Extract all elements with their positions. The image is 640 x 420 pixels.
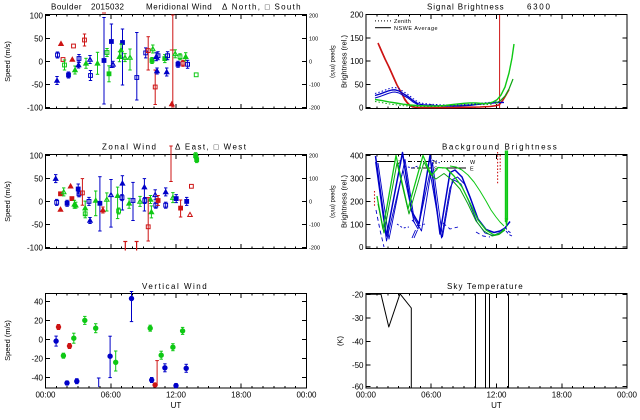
svg-text:100: 100: [350, 57, 364, 66]
svg-text:N: N: [433, 160, 437, 166]
svg-text:100: 100: [309, 177, 318, 183]
svg-text:Background Brightness: Background Brightness: [442, 143, 558, 152]
svg-text:Speed (m/s): Speed (m/s): [3, 41, 12, 82]
svg-text:Speed (m/s): Speed (m/s): [3, 320, 12, 361]
svg-text:-200: -200: [309, 106, 320, 112]
svg-text:-100: -100: [27, 104, 44, 113]
svg-text:18:00: 18:00: [231, 391, 252, 400]
svg-text:Speed (m/s): Speed (m/s): [329, 185, 335, 218]
svg-text:00:00: 00:00: [617, 391, 638, 400]
svg-text:50: 50: [34, 175, 43, 184]
svg-text:W: W: [470, 160, 476, 166]
svg-text:-20: -20: [352, 291, 364, 300]
svg-text:40: 40: [34, 298, 43, 307]
svg-text:0: 0: [309, 60, 312, 66]
svg-text:00:00: 00:00: [35, 391, 56, 400]
svg-text:0: 0: [39, 198, 44, 207]
svg-text:-60: -60: [352, 382, 364, 391]
svg-text:0: 0: [309, 200, 312, 206]
svg-text:Boulder: Boulder: [51, 3, 82, 12]
svg-text:0: 0: [359, 243, 364, 252]
svg-text:100: 100: [30, 12, 44, 21]
svg-text:20: 20: [34, 317, 43, 326]
svg-text:UT: UT: [171, 401, 182, 410]
svg-text:-100: -100: [309, 83, 320, 89]
svg-text:00:00: 00:00: [296, 391, 317, 400]
svg-text:E: E: [470, 167, 474, 173]
svg-text:150: 150: [350, 34, 364, 43]
svg-text:Signal Brightness: Signal Brightness: [427, 3, 505, 12]
svg-text:-100: -100: [309, 223, 320, 229]
svg-text:Δ North, □ South: Δ North, □ South: [222, 3, 302, 12]
svg-text:200: 200: [309, 14, 318, 20]
svg-text:100: 100: [30, 152, 44, 161]
svg-text:0: 0: [39, 58, 44, 67]
svg-text:18:00: 18:00: [552, 391, 573, 400]
svg-text:06:00: 06:00: [101, 391, 122, 400]
svg-text:-30: -30: [352, 314, 364, 323]
svg-text:Speed (m/s): Speed (m/s): [3, 181, 12, 222]
svg-text:-100: -100: [27, 244, 44, 253]
svg-text:UT: UT: [491, 401, 502, 410]
svg-text:Δ East, □ West: Δ East, □ West: [175, 143, 247, 152]
svg-text:100: 100: [309, 37, 318, 43]
svg-text:50: 50: [34, 35, 43, 44]
svg-text:200: 200: [350, 11, 364, 20]
svg-text:NSWE Average: NSWE Average: [394, 26, 438, 32]
svg-text:-20: -20: [31, 355, 43, 364]
svg-text:50: 50: [355, 80, 364, 89]
svg-text:200: 200: [350, 198, 364, 207]
svg-text:-50: -50: [31, 221, 43, 230]
svg-text:Zenith: Zenith: [394, 19, 411, 25]
svg-text:-200: -200: [309, 246, 320, 252]
svg-text:-50: -50: [352, 361, 364, 370]
svg-text:Zonal Wind: Zonal Wind: [102, 143, 157, 152]
svg-text:00:00: 00:00: [356, 391, 377, 400]
svg-text:100: 100: [350, 221, 364, 230]
svg-text:6300: 6300: [527, 3, 552, 12]
svg-text:300: 300: [350, 175, 364, 184]
svg-text:Brightness (rel.): Brightness (rel.): [340, 175, 349, 228]
svg-text:-40: -40: [31, 374, 43, 383]
svg-text:0: 0: [39, 336, 44, 345]
svg-text:06:00: 06:00: [421, 391, 442, 400]
svg-text:Vertical Wind: Vertical Wind: [142, 282, 208, 291]
svg-text:400: 400: [350, 152, 364, 161]
svg-text:12:00: 12:00: [166, 391, 187, 400]
svg-text:12:00: 12:00: [486, 391, 507, 400]
svg-text:Speed (m/s): Speed (m/s): [329, 45, 335, 78]
svg-text:2015032: 2015032: [91, 3, 124, 12]
svg-text:200: 200: [309, 154, 318, 160]
svg-text:(K): (K): [336, 336, 345, 347]
svg-text:0: 0: [359, 104, 364, 113]
svg-text:Brightness (rel.): Brightness (rel.): [340, 35, 349, 88]
svg-text:Sky Temperature: Sky Temperature: [447, 282, 524, 291]
svg-text:-40: -40: [352, 338, 364, 347]
svg-text:Meridional Wind: Meridional Wind: [146, 3, 212, 12]
svg-text:-50: -50: [31, 81, 43, 90]
